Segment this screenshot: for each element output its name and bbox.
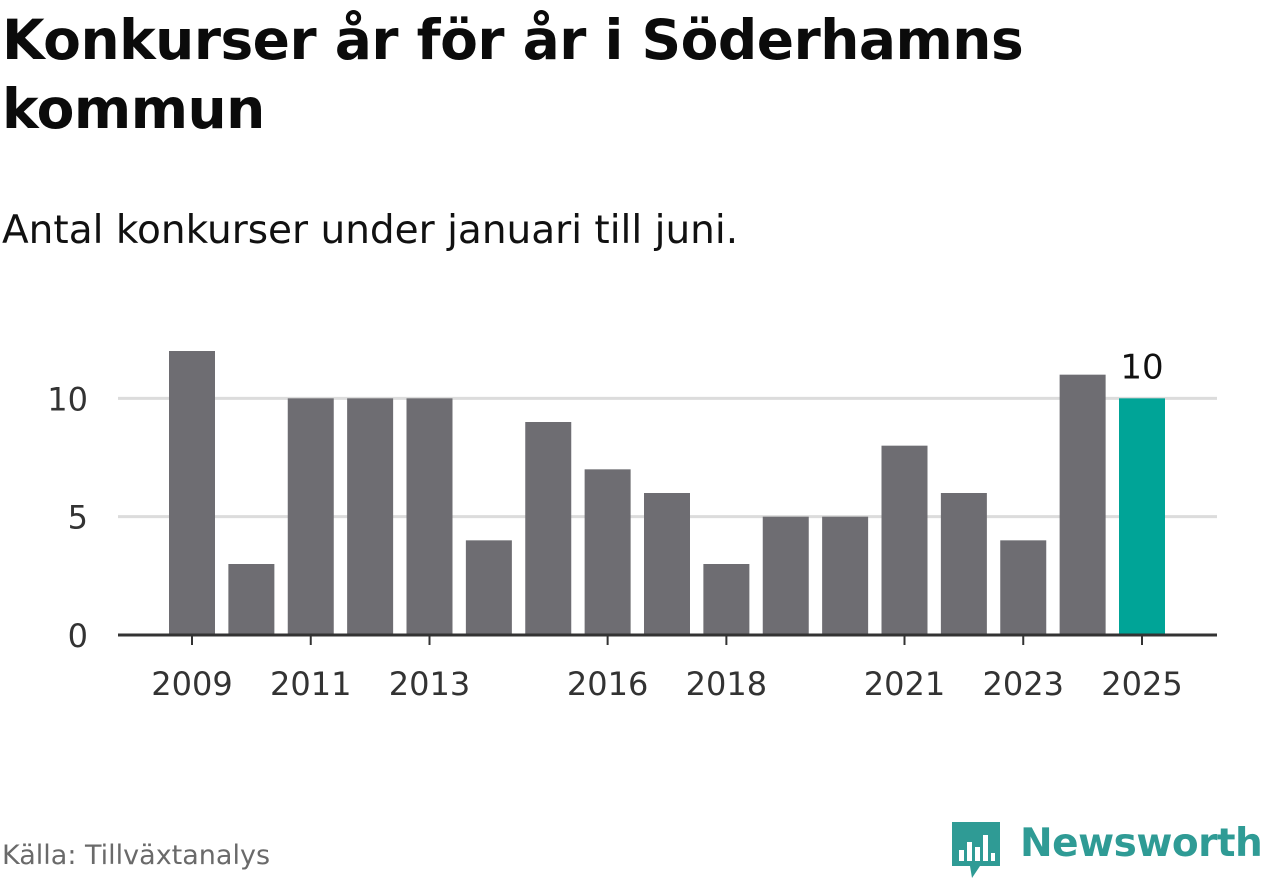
bar-2017 [644, 493, 690, 635]
bar-2016 [584, 469, 631, 635]
chart-title: Konkurser år för år i Söderhamns kommun [2, 8, 1024, 141]
brand-name: Newsworthy [1020, 821, 1262, 866]
x-tick-label: 2016 [567, 665, 648, 703]
bar-2020 [822, 516, 869, 635]
x-tick-label: 2011 [270, 665, 351, 703]
bar-2010 [228, 564, 275, 635]
y-tick-label: 10 [47, 380, 88, 418]
bar-2018 [703, 564, 750, 635]
x-tick-label: 2018 [686, 665, 767, 703]
bar-2022 [940, 493, 987, 635]
x-tick-label: 2021 [864, 665, 945, 703]
bar-2025 [1119, 398, 1165, 635]
bar-2012 [347, 398, 394, 635]
source-note: Källa: Tillväxtanalys [2, 840, 271, 871]
bars [169, 351, 1165, 635]
bar-2021 [881, 445, 928, 635]
y-tick-label: 5 [68, 499, 88, 537]
x-tick-label: 2013 [389, 665, 470, 703]
chart-subtitle: Antal konkurser under januari till juni. [2, 208, 739, 253]
x-tick-label: 2025 [1101, 665, 1182, 703]
bar-2014 [465, 540, 512, 635]
bar-2011 [287, 398, 334, 635]
bar-2009 [169, 351, 215, 635]
axes [118, 633, 1217, 645]
x-tick-label: 2009 [151, 665, 232, 703]
y-tick-label: 0 [68, 617, 88, 655]
bar-chart-speech-bubble-icon [952, 822, 1000, 878]
bar-2023 [1000, 540, 1047, 635]
labels: 0 5 10 2009 2011 2013 2016 2018 2021 2023 2025 10 [47, 347, 1182, 703]
data-label-2025: 10 [1120, 347, 1163, 387]
brand-logo: Newsworthy [950, 818, 1262, 878]
bar-2015 [525, 422, 572, 635]
bar-2024 [1059, 374, 1106, 635]
bar-2013 [406, 398, 453, 635]
bar-2019 [762, 516, 809, 635]
x-tick-label: 2023 [983, 665, 1064, 703]
